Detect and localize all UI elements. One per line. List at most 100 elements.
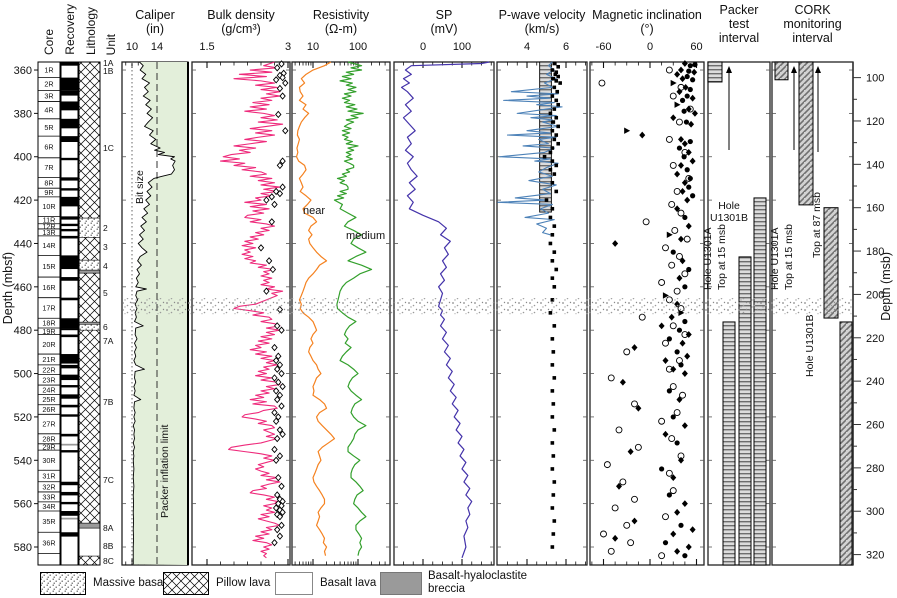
inclination-open-circle: [638, 313, 646, 321]
pwave-sample-square: [550, 545, 555, 549]
inclination-diamond: [670, 114, 677, 122]
inclination-diamond: [685, 222, 692, 230]
track-title-caliper: Caliper: [135, 8, 175, 22]
density-sample-diamond: [272, 387, 280, 395]
inclination-dot: [684, 73, 690, 80]
pwave-sample-square: [554, 70, 559, 74]
packer-test-interval-bar-U1301B: [722, 321, 736, 566]
tick-label: 8R: [44, 178, 53, 187]
inclination-triangle: [662, 292, 669, 299]
density-sample-diamond: [279, 430, 286, 438]
density-sample-diamond: [276, 532, 284, 540]
tick-label: 440: [14, 238, 32, 250]
lithology-basalt: [78, 527, 101, 557]
lithology-column: [78, 61, 101, 566]
axis-tick-sp: 0: [419, 41, 427, 53]
density-sample-diamond: [265, 257, 273, 265]
inclination-open-circle: [685, 174, 693, 182]
tick-label: 420: [14, 195, 32, 207]
inclination-open-circle: [683, 235, 691, 243]
inclination-open-circle: [679, 391, 686, 399]
legend-label-basalt-lava: Basalt lava: [320, 577, 377, 589]
legend-swatch-pillow-lava: [163, 572, 209, 595]
tick-label: 160: [866, 203, 884, 215]
tick-label: 7R: [44, 163, 53, 172]
cork-monitoring-interval-bar-U1301A: [774, 61, 789, 81]
tick-label: 5R: [44, 123, 53, 132]
pwave-sample-square: [548, 150, 553, 155]
inclination-diamond: [668, 313, 675, 321]
axis-tick-magnetic-inclination: 0: [646, 41, 654, 53]
tick-label: 120: [866, 116, 884, 128]
density-sample-diamond: [263, 196, 270, 204]
density-sample-diamond: [276, 161, 284, 170]
inclination-dot: [674, 440, 680, 446]
inclination-dot: [684, 93, 690, 99]
legend-label-massive-basalt: Massive basalt: [93, 577, 170, 589]
inclination-open-circle: [673, 187, 681, 195]
inclination-dot: [686, 68, 692, 74]
inclination-diamond: [681, 179, 688, 187]
inclination-diamond: [658, 322, 665, 330]
inclination-diamond: [685, 543, 692, 551]
pwave-sample-square: [550, 467, 555, 471]
track-title-p-wave: (km/s): [524, 22, 560, 36]
inclination-dot: [686, 184, 692, 190]
inclination-dot: [687, 86, 693, 93]
pwave-sample-square: [550, 337, 555, 341]
inclination-open-circle: [607, 374, 615, 382]
pwave-sample-square: [556, 141, 560, 146]
track-title-sp: (mV): [430, 22, 458, 36]
inclination-open-circle: [665, 66, 673, 74]
inclination-diamond: [685, 105, 692, 113]
density-sample-diamond: [274, 525, 281, 534]
inclination-open-circle: [676, 253, 683, 260]
pwave-sample-square: [551, 350, 556, 354]
inclination-open-circle: [631, 495, 638, 503]
tick-label: 28R: [42, 434, 55, 443]
density-sample-diamond: [272, 504, 280, 512]
density-sample-diamond: [275, 413, 282, 421]
cork-top-b-label: Top at 87 msb: [811, 192, 823, 258]
inclination-open-circle: [603, 461, 611, 469]
inclination-dot: [682, 553, 688, 559]
density-sample-diamond: [276, 189, 284, 198]
density-sample-diamond: [274, 322, 281, 330]
track-title-caliper: (in): [145, 22, 165, 36]
core-column-header: Core: [42, 28, 56, 55]
pwave-sample-square: [556, 124, 560, 129]
inclination-diamond: [670, 530, 677, 538]
tick-label: 460: [14, 282, 32, 294]
legend-swatch-basalt-lava: [275, 572, 313, 595]
inclination-diamond: [627, 448, 634, 456]
density-sample-diamond: [276, 452, 284, 460]
density-sample-diamond: [282, 127, 289, 135]
tick-label: 11R: [43, 216, 56, 225]
tick-label: 200: [866, 289, 884, 301]
legend-label-pillow-lava: Pillow lava: [216, 577, 271, 589]
density-sample-diamond: [271, 445, 278, 454]
inclination-dot: [666, 492, 672, 498]
tick-label: 24R: [42, 385, 55, 394]
density-sample-diamond: [275, 110, 282, 119]
pwave-sample-square: [550, 232, 555, 237]
lithology-massive: [78, 259, 101, 271]
inclination-diamond: [679, 339, 686, 347]
tick-label: 30R: [42, 456, 55, 465]
packer-test-interval-bar-U1301A: [707, 61, 723, 83]
pwave-sample-square: [551, 402, 556, 406]
inclination-diamond: [674, 70, 681, 78]
inclination-dot: [687, 138, 693, 145]
inclination-open-circle: [658, 279, 666, 286]
inclination-open-circle: [627, 539, 635, 547]
inclination-open-circle: [665, 469, 673, 477]
inclination-open-circle: [623, 348, 631, 356]
tick-label: 21R: [42, 355, 55, 364]
cork-monitoring-interval-bar-U1301B: [839, 321, 853, 566]
tick-label: 540: [14, 455, 32, 467]
pwave-sample-square: [550, 180, 555, 185]
density-sample-diamond: [274, 434, 281, 443]
inclination-dot: [670, 414, 676, 420]
density-sample-diamond: [271, 343, 278, 352]
